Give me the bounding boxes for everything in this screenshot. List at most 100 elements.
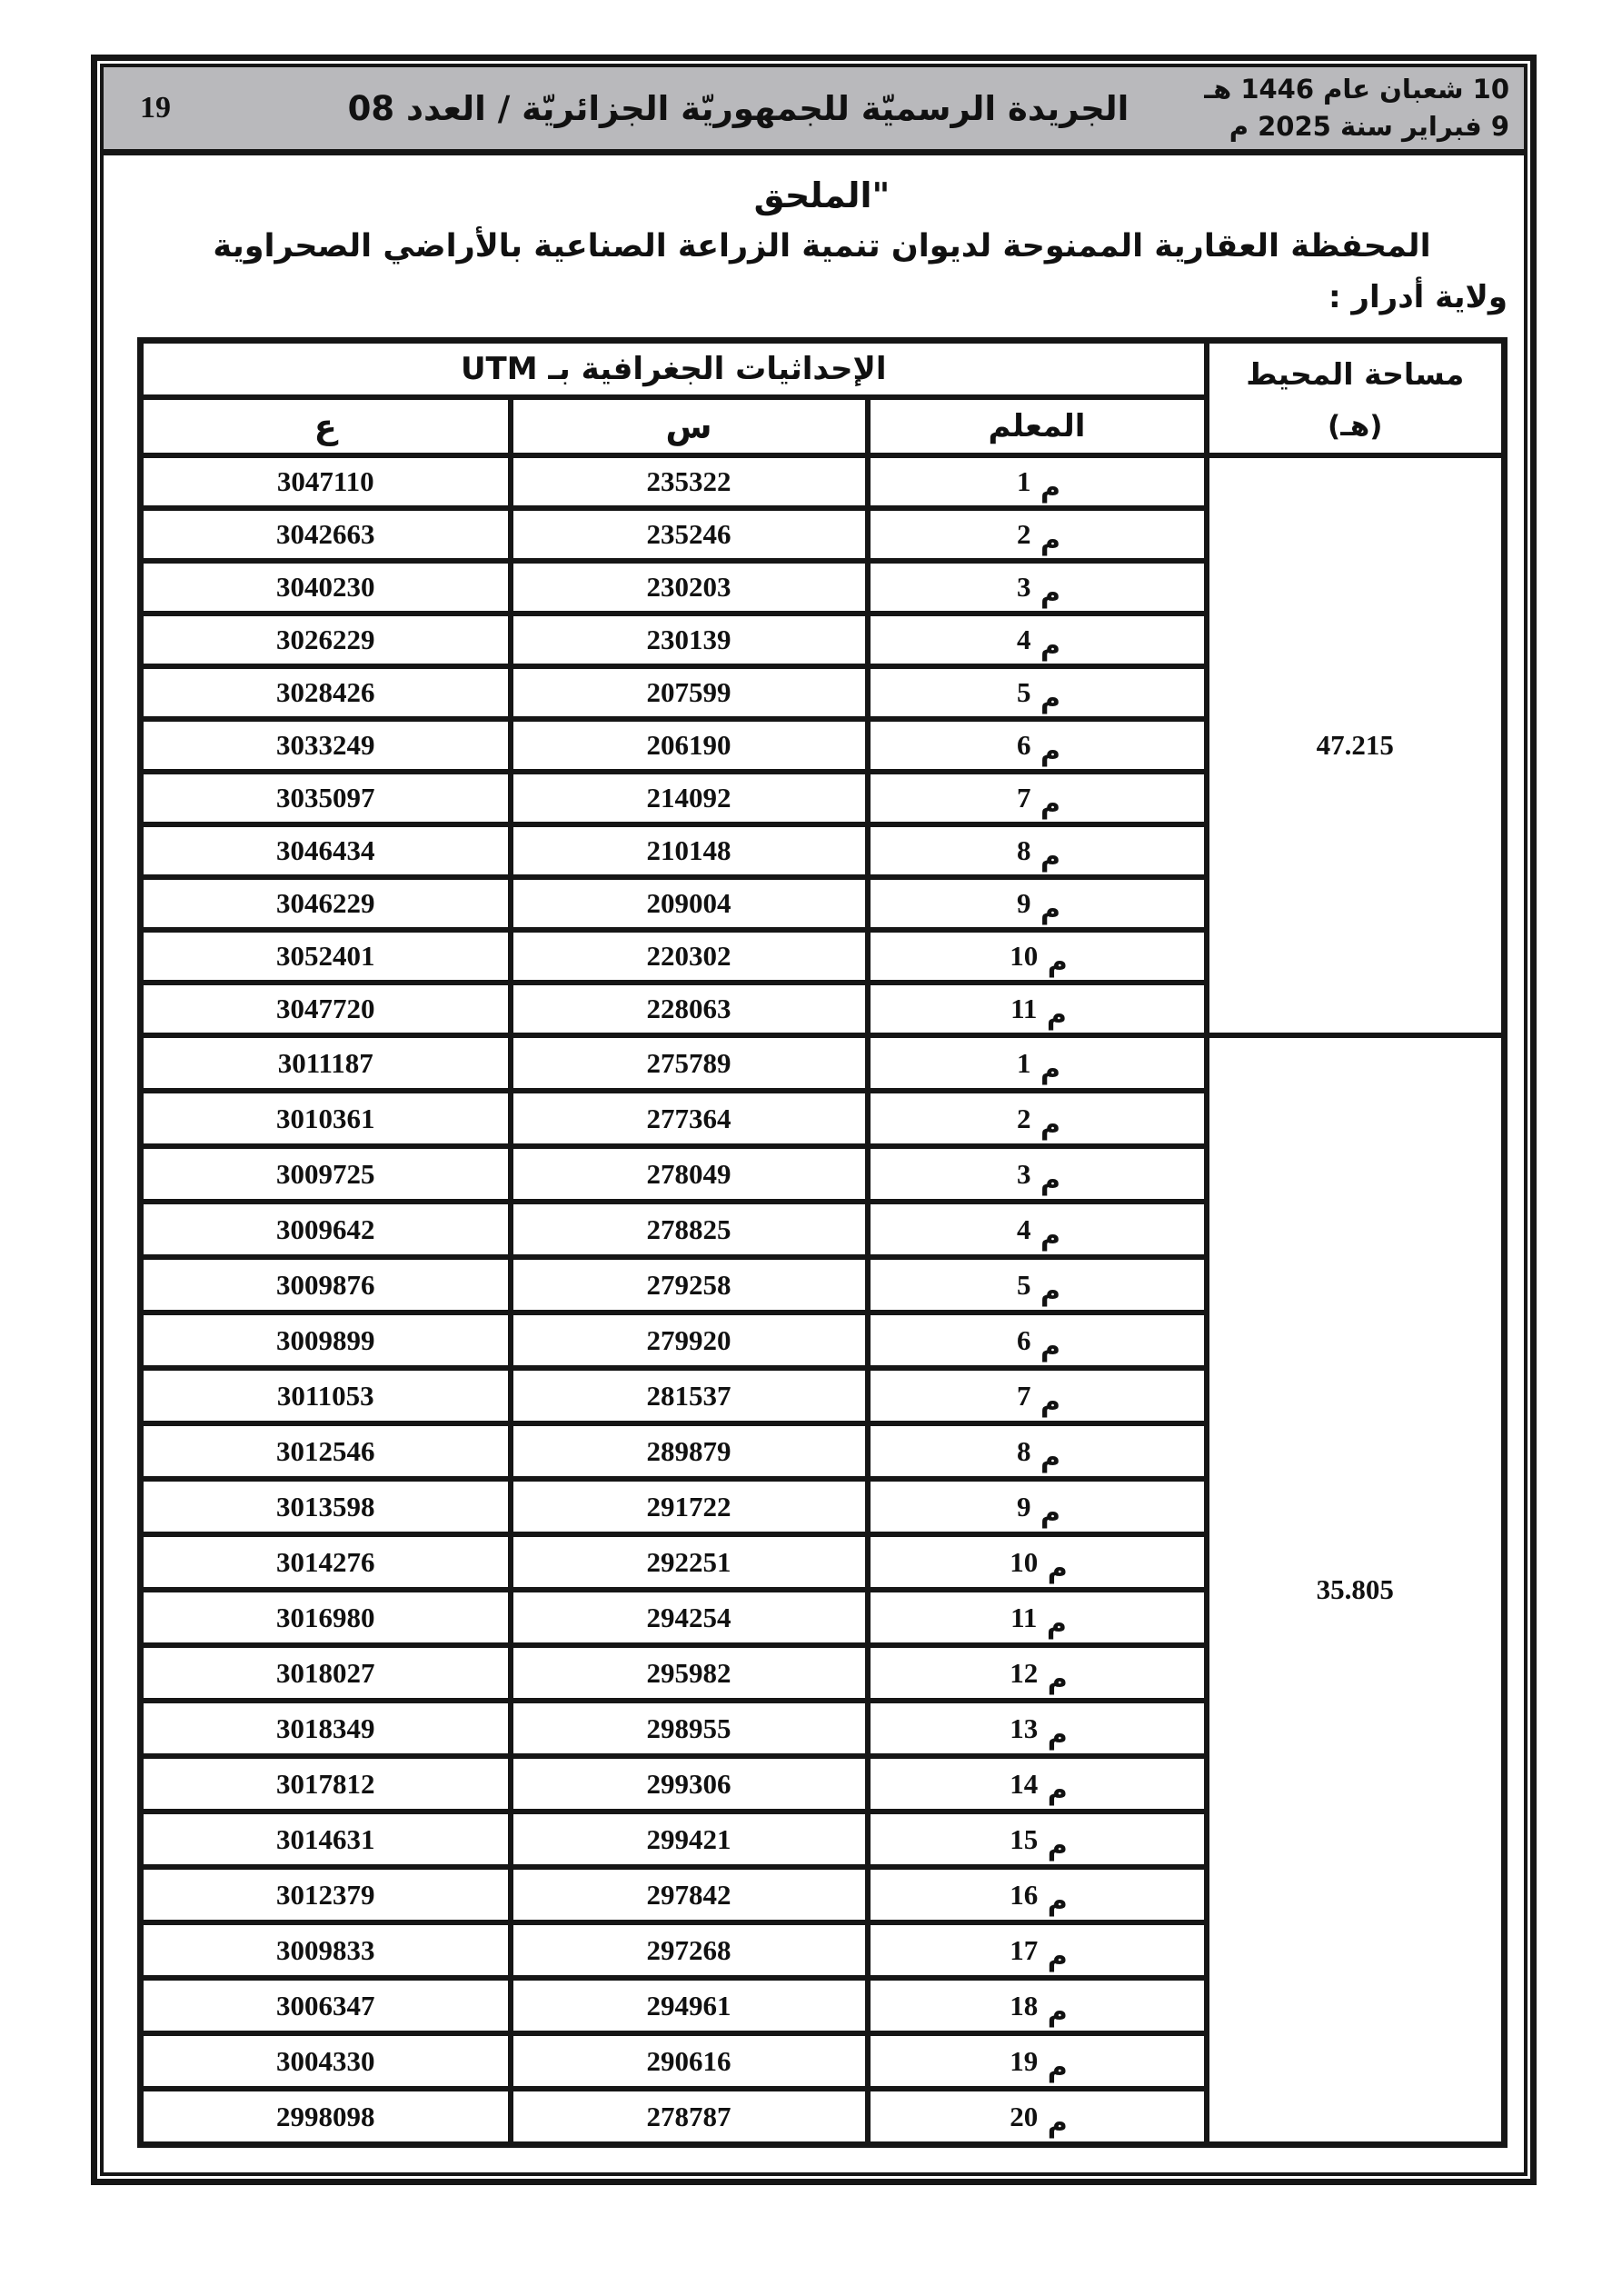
- marker-number: 4: [1017, 1213, 1031, 1245]
- marker-letter: م: [1047, 1718, 1068, 1751]
- marker-number: 3: [1017, 1157, 1031, 1190]
- table-row: م 2 235246 3042663: [137, 505, 1505, 564]
- coordinate-x-cell: 298955: [507, 1698, 871, 1759]
- marker-number: 2: [1017, 1102, 1031, 1134]
- page-number: 19: [140, 91, 171, 125]
- marker-cell: م 17: [864, 1920, 1209, 1981]
- table-row: م 10 220302 3052401: [137, 927, 1505, 985]
- annex-title: "الملحق: [753, 175, 891, 215]
- wilaya-label: ولاية أدرار :: [1328, 279, 1508, 315]
- marker-letter: م: [1040, 1496, 1060, 1529]
- table-row: م 8 289879 3012546: [137, 1421, 1505, 1482]
- table-row: 47.215 م 1 235322 3047110: [137, 453, 1508, 1038]
- marker-cell: م 8: [864, 1421, 1209, 1482]
- coordinate-x-cell: 289879: [507, 1421, 871, 1482]
- coordinate-x-cell: 290616: [507, 2031, 871, 2091]
- marker-number: 10: [1010, 1545, 1039, 1578]
- marker-cell: م 20: [864, 2086, 1209, 2148]
- coordinate-x-cell: 299421: [507, 1809, 871, 1870]
- coordinate-x-cell: 230139: [507, 611, 871, 669]
- marker-number: 8: [1017, 834, 1031, 866]
- table-row: م 2 277364 3010361: [137, 1088, 1505, 1149]
- marker-cell: م 1: [864, 1033, 1209, 1093]
- page-content: "الملحق المحفظة العقارية الممنوحة لديوان…: [104, 155, 1524, 2172]
- coordinate-y-cell: 3052401: [137, 927, 513, 985]
- marker-number: 12: [1010, 1656, 1039, 1689]
- marker-letter: م: [1047, 1995, 1068, 2028]
- annex-subtitle: المحفظة العقارية الممنوحة لديوان تنمية ا…: [213, 228, 1431, 265]
- table-row: م 20 278787 2998098: [137, 2086, 1505, 2148]
- marker-number: 9: [1017, 1490, 1031, 1522]
- coordinate-x-cell: 275789: [507, 1033, 871, 1093]
- marker-letter: م: [1040, 1330, 1060, 1363]
- coordinate-y-cell: 3009899: [137, 1310, 513, 1371]
- coordinate-y-cell: 3018349: [137, 1698, 513, 1759]
- marker-letter: م: [1040, 735, 1060, 767]
- coordinate-x-cell: 235246: [507, 505, 871, 564]
- marker-cell: م 5: [864, 1254, 1209, 1315]
- marker-number: 1: [1017, 1046, 1031, 1079]
- marker-number: 16: [1010, 1878, 1039, 1911]
- marker-cell: م 10: [864, 927, 1209, 985]
- coordinate-y-cell: 3012546: [137, 1421, 513, 1482]
- marker-number: 18: [1010, 1989, 1039, 2021]
- marker-number: 6: [1017, 1323, 1031, 1356]
- coordinate-x-cell: 291722: [507, 1476, 871, 1537]
- table-row: م 6 206190 3033249: [137, 716, 1505, 774]
- marker-cell: م 11: [864, 980, 1209, 1038]
- marker-cell: م 14: [864, 1753, 1209, 1814]
- coordinate-x-cell: 277364: [507, 1088, 871, 1149]
- marker-number: 6: [1017, 729, 1031, 761]
- coordinate-x-cell: 206190: [507, 716, 871, 774]
- coordinate-y-cell: 3012379: [137, 1864, 513, 1925]
- marker-number: 1: [1017, 465, 1031, 497]
- coordinate-x-cell: 230203: [507, 558, 871, 616]
- coordinate-x-cell: 228063: [507, 980, 871, 1038]
- marker-cell: م 7: [864, 769, 1209, 827]
- marker-number: 5: [1017, 1268, 1031, 1301]
- coordinate-y-cell: 3004330: [137, 2031, 513, 2091]
- marker-cell: م 18: [864, 1975, 1209, 2036]
- marker-cell: م 16: [864, 1864, 1209, 1925]
- area-header-line2: (هـ): [1328, 409, 1383, 443]
- marker-letter: م: [1040, 841, 1060, 873]
- coordinate-y-cell: 3016980: [137, 1587, 513, 1648]
- marker-cell: م 13: [864, 1698, 1209, 1759]
- coordinate-x-cell: 207599: [507, 664, 871, 722]
- table-row: م 14 299306 3017812: [137, 1753, 1505, 1814]
- table-row: م 5 279258 3009876: [137, 1254, 1505, 1315]
- marker-letter: م: [1040, 630, 1060, 662]
- marker-number: 19: [1010, 2044, 1039, 2077]
- table-row: م 9 291722 3013598: [137, 1476, 1505, 1537]
- coordinate-y-cell: 3033249: [137, 716, 513, 774]
- utm-header-cell: الإحداثيات الجغرافية بـ UTM: [137, 337, 1209, 400]
- coordinate-x-cell: 278049: [507, 1143, 871, 1204]
- table-row: 35.805 م 1 275789 3011187: [137, 1033, 1508, 2148]
- coordinate-x-cell: 292251: [507, 1532, 871, 1592]
- table-row: م 3 278049 3009725: [137, 1143, 1505, 1204]
- marker-letter: م: [1046, 1607, 1067, 1640]
- marker-number: 17: [1010, 1933, 1039, 1966]
- coordinate-x-cell: 235322: [507, 453, 871, 511]
- coordinate-y-cell: 3047720: [137, 980, 513, 1038]
- coordinate-x-cell: 210148: [507, 822, 871, 880]
- marker-number: 9: [1017, 887, 1031, 919]
- coordinate-y-cell: 3009833: [137, 1920, 513, 1981]
- coordinate-y-cell: 3014631: [137, 1809, 513, 1870]
- table-row: م 9 209004 3046229: [137, 874, 1505, 933]
- coordinate-y-cell: 3010361: [137, 1088, 513, 1149]
- area-header-line1: مساحة المحيط: [1246, 355, 1465, 392]
- coordinate-x-cell: 279920: [507, 1310, 871, 1371]
- marker-letter: م: [1047, 1552, 1068, 1584]
- table-row: م 16 297842 3012379: [137, 1864, 1505, 1925]
- marker-number: 2: [1017, 518, 1031, 550]
- table-row: م 15 299421 3014631: [137, 1809, 1505, 1870]
- coordinate-y-cell: 3035097: [137, 769, 513, 827]
- marker-cell: م 4: [864, 611, 1209, 669]
- marker-cell: م 8: [864, 822, 1209, 880]
- coordinate-x-cell: 209004: [507, 874, 871, 933]
- marker-number: 20: [1010, 2100, 1039, 2132]
- marker-cell: م 7: [864, 1365, 1209, 1426]
- marker-number: 15: [1010, 1822, 1039, 1855]
- table-row: م 11 294254 3016980: [137, 1587, 1505, 1648]
